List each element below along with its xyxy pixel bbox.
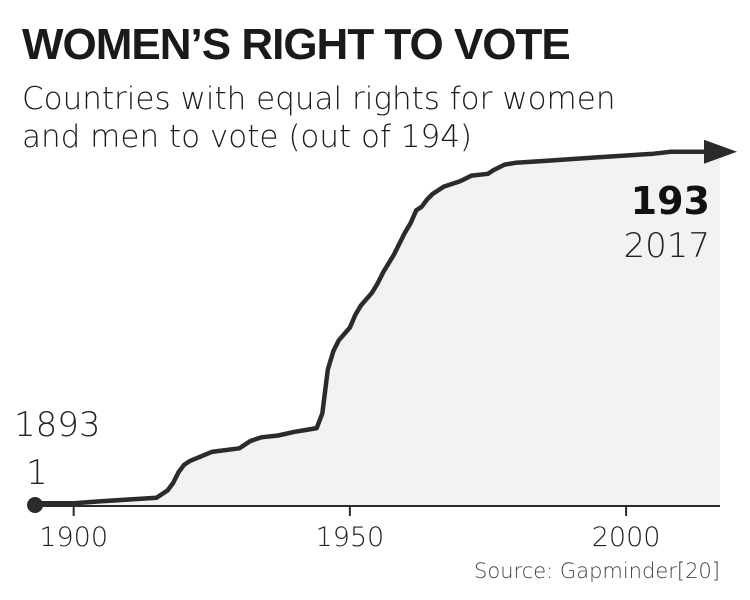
x-tick-label-1900: 1900 bbox=[39, 522, 108, 553]
source-note: Source: Gapminder[20] bbox=[474, 559, 720, 583]
chart-subtitle: Countries with equal rights for women an… bbox=[22, 81, 616, 155]
x-tick-label-2000: 2000 bbox=[592, 522, 661, 553]
series-end-arrow bbox=[704, 139, 737, 164]
x-tick-label-1950: 1950 bbox=[316, 522, 385, 553]
chart-title: WOMEN’S RIGHT TO VOTE bbox=[22, 20, 571, 69]
series-line bbox=[32, 149, 723, 506]
start-year-label: 1893 bbox=[14, 405, 101, 445]
end-value-label: 193 bbox=[631, 179, 710, 223]
start-value-label: 1 bbox=[26, 453, 48, 493]
area-fill bbox=[35, 151, 720, 506]
end-year-label: 2017 bbox=[623, 226, 710, 266]
start-point-marker bbox=[27, 497, 43, 513]
